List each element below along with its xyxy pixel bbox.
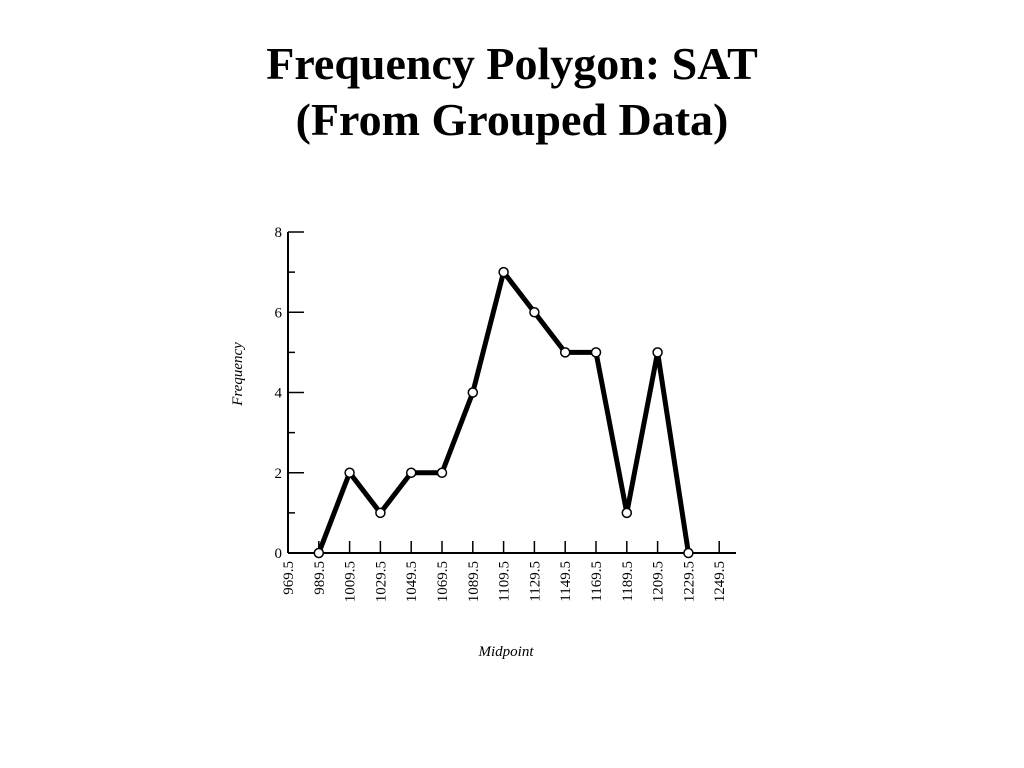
y-tick-label: 2	[275, 466, 283, 482]
data-point	[498, 266, 509, 278]
title-line-2: (From Grouped Data)	[295, 94, 729, 145]
x-axis-label: Midpoint	[478, 644, 535, 660]
data-point	[375, 507, 386, 519]
x-tick-label: 1049.5	[404, 561, 420, 602]
y-tick-label: 4	[275, 386, 283, 402]
x-tick-label: 1029.5	[373, 561, 389, 602]
data-point	[436, 467, 448, 478]
data-point	[529, 307, 540, 318]
frequency-polygon-line	[316, 266, 691, 554]
data-point	[313, 547, 325, 559]
x-tick-label: 989.5	[312, 561, 328, 595]
x-tick-label: 1129.5	[527, 561, 543, 602]
data-markers	[313, 266, 694, 559]
x-tick-label: 1209.5	[651, 561, 667, 602]
y-tick-label: 8	[275, 225, 283, 241]
y-tick-label: 6	[275, 305, 283, 321]
x-tick-label: 1069.5	[435, 561, 451, 602]
title-line-1: Frequency Polygon: SAT	[266, 38, 758, 89]
x-tick-label: 1169.5	[589, 561, 605, 602]
x-tick-label: 1089.5	[466, 561, 482, 602]
x-tick-label: 1189.5	[620, 561, 636, 602]
slide-title: Frequency Polygon: SAT (From Grouped Dat…	[0, 36, 1024, 148]
x-tick-label: 1229.5	[681, 561, 697, 602]
x-tick-label: 969.5	[281, 561, 297, 595]
data-point	[559, 347, 571, 358]
x-tick-label: 1109.5	[497, 561, 513, 602]
x-tick-label: 1149.5	[558, 561, 574, 602]
x-tick-label: 1249.5	[712, 561, 728, 602]
y-tick-label: 0	[275, 546, 283, 562]
data-point	[590, 347, 602, 358]
y-axis-label: Frequency	[230, 342, 246, 407]
y-ticks: 0 2 4 6 8	[275, 225, 304, 562]
x-ticks: 969.5 989.5 1009.5 1029.5 1049.5 1069.5 1089.5…	[281, 541, 728, 602]
data-point	[405, 467, 417, 478]
data-point	[344, 467, 355, 478]
x-tick-label: 1009.5	[343, 561, 359, 602]
data-point	[683, 547, 694, 559]
data-point	[621, 507, 633, 519]
data-point	[467, 387, 479, 398]
data-point	[652, 347, 663, 358]
